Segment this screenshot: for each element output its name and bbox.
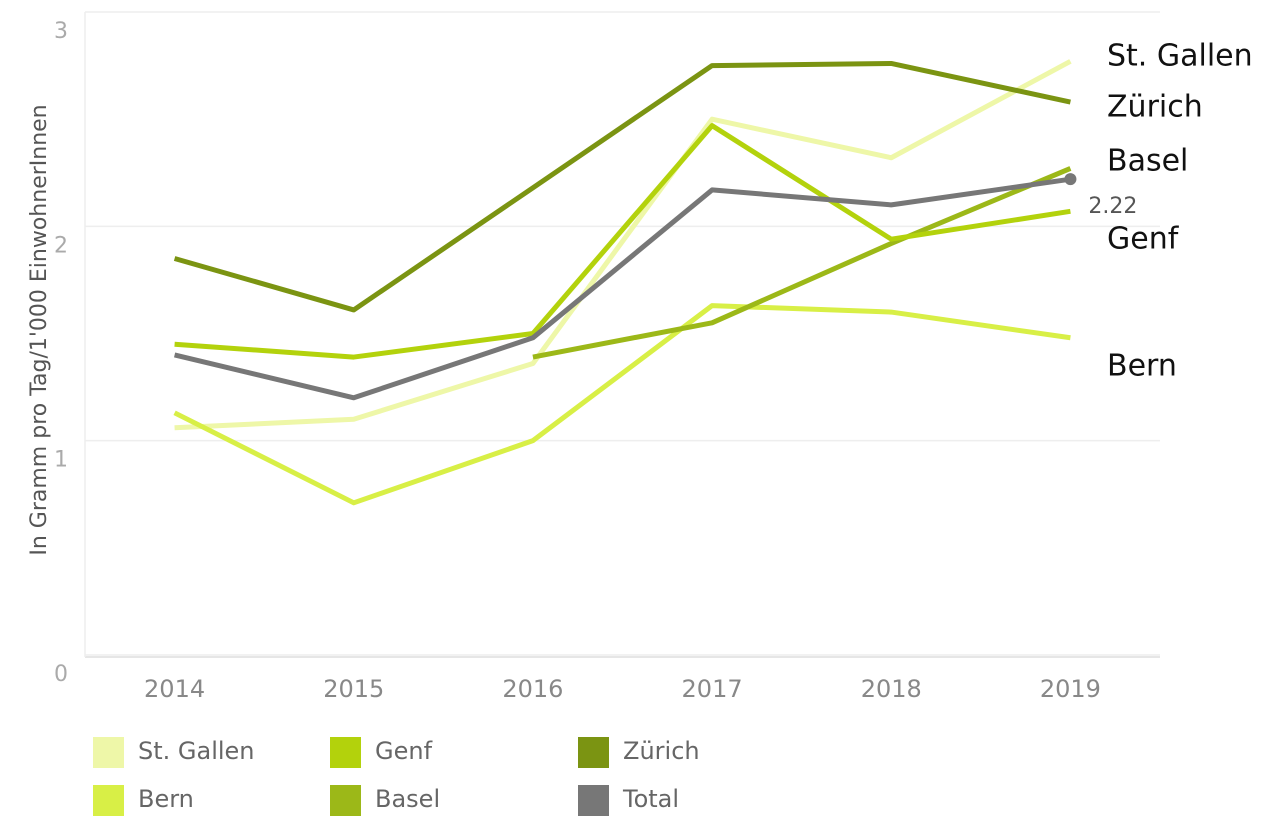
series-line <box>174 59 1072 431</box>
y-tick-label: 3 <box>54 19 68 44</box>
legend-label: St. Gallen <box>138 737 255 765</box>
legend-label: Total <box>622 785 679 813</box>
legend-swatch <box>578 737 609 768</box>
y-axis-title: In Gramm pro Tag/1'000 EinwohnerInnen <box>27 104 52 555</box>
legend-swatch <box>330 785 361 816</box>
y-tick-label: 0 <box>54 662 68 687</box>
legend-label: Genf <box>375 737 433 765</box>
x-tick-label: 2016 <box>502 675 563 703</box>
x-tick-label: 2014 <box>144 675 205 703</box>
series-annotation: Genf <box>1107 222 1180 257</box>
series-line <box>532 166 1072 360</box>
series-line <box>174 123 1071 360</box>
legend-label: Zürich <box>623 737 700 765</box>
series-line <box>173 60 1071 313</box>
y-tick-label: 1 <box>54 448 68 473</box>
series-line <box>174 176 1071 401</box>
series-line <box>173 303 1071 506</box>
legend-label: Bern <box>138 785 194 813</box>
y-tick-label: 2 <box>54 233 68 258</box>
point <box>1064 173 1077 186</box>
x-tick-label: 2015 <box>323 675 384 703</box>
legend-swatch <box>578 785 609 816</box>
series-annotation: Bern <box>1107 349 1177 384</box>
legend-label: Basel <box>375 785 440 813</box>
legend-swatch <box>93 785 124 816</box>
x-tick-label: 2017 <box>682 675 743 703</box>
legend-swatch <box>93 737 124 768</box>
series-annotation: Basel <box>1107 144 1188 179</box>
x-tick-label: 2019 <box>1040 675 1101 703</box>
series-annotation: St. Gallen <box>1107 39 1253 74</box>
series-annotation: Zürich <box>1107 90 1203 125</box>
data-label: 2.22 <box>1088 194 1137 219</box>
x-tick-label: 2018 <box>861 675 922 703</box>
legend-swatch <box>330 737 361 768</box>
